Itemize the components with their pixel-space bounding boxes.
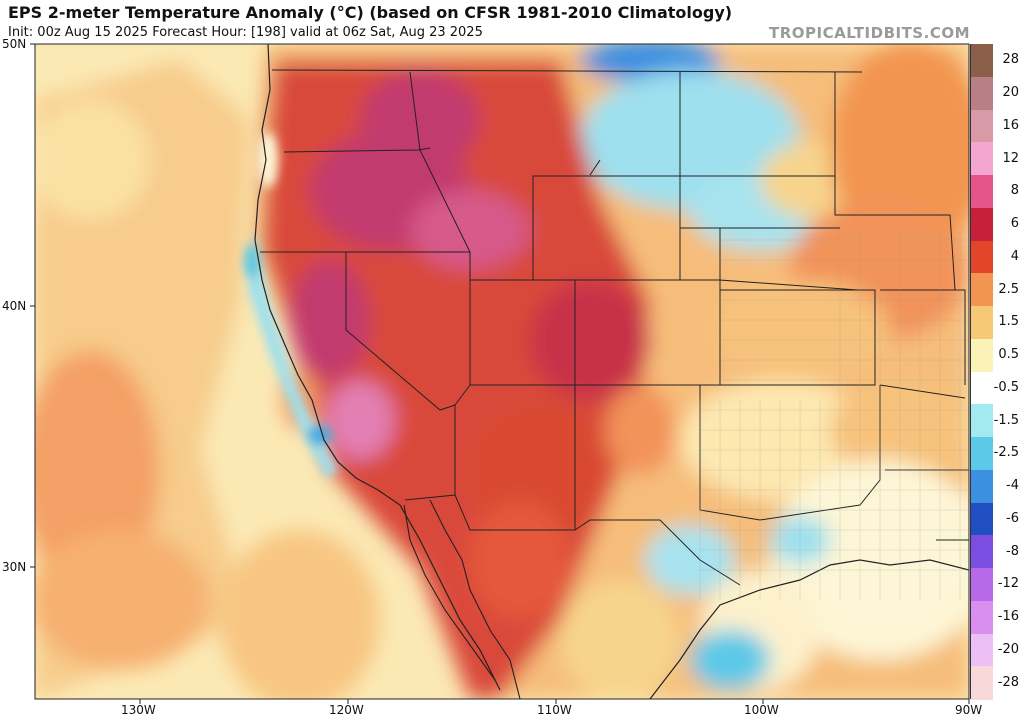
legend-swatch <box>971 502 993 536</box>
legend-swatch <box>971 404 993 438</box>
baja-coastline <box>403 499 521 699</box>
county-grid <box>699 230 969 600</box>
legend-label: 20 <box>1002 85 1019 101</box>
map-title: EPS 2-meter Temperature Anomaly (°C) (ba… <box>8 3 733 22</box>
legend-label: -1.5 <box>993 412 1019 428</box>
lon-label-130w: 130W <box>121 703 156 717</box>
lat-label-40n: 40N <box>2 299 27 313</box>
lon-label-120w: 120W <box>329 703 364 717</box>
legend-swatch <box>971 306 993 340</box>
lon-label-110w: 110W <box>537 703 572 717</box>
legend-label: 28 <box>1002 52 1019 68</box>
legend-label: 2.5 <box>998 281 1019 297</box>
lon-label-100w: 100W <box>744 703 779 717</box>
legend-label: -2.5 <box>993 445 1019 461</box>
legend-swatch <box>971 175 993 209</box>
state-borders <box>260 69 969 586</box>
legend-swatch <box>971 44 993 78</box>
legend-label: -8 <box>1006 543 1019 559</box>
legend-swatch <box>971 469 993 503</box>
legend-swatch <box>971 338 993 372</box>
map-subtitle: Init: 00z Aug 15 2025 Forecast Hour: [19… <box>8 25 483 40</box>
legend-label: 12 <box>1002 150 1019 166</box>
legend-swatch <box>971 437 993 471</box>
legend-swatch <box>971 273 993 307</box>
legend-swatch <box>971 76 993 110</box>
lon-label-90w: 90W <box>955 703 983 717</box>
legend-swatch <box>971 600 993 634</box>
color-scale-legend: 28 20 16 12 8 6 4 2.5 1.5 0.5 -0.5 -1.5 -2.5 -4 -6 -8 -1… <box>970 44 1019 700</box>
legend-label: -20 <box>997 641 1019 657</box>
brand-watermark: TROPICALTIDBITS.COM <box>769 24 970 42</box>
legend-label: 16 <box>1002 117 1019 133</box>
legend-label: -6 <box>1006 510 1019 526</box>
legend-label: -16 <box>997 609 1019 625</box>
legend-swatch <box>971 633 993 667</box>
legend-swatch <box>971 142 993 176</box>
legend-label: -12 <box>997 576 1019 592</box>
pacific-anomaly-field <box>35 60 380 699</box>
axis-ticks <box>30 43 970 704</box>
legend-swatch <box>971 109 993 143</box>
legend-swatch <box>971 207 993 241</box>
legend-label: 8 <box>1010 183 1019 199</box>
legend-swatch <box>971 240 993 274</box>
legend-label: 6 <box>1010 216 1019 232</box>
legend-label: -0.5 <box>993 379 1019 395</box>
legend-label: 1.5 <box>998 314 1019 330</box>
legend-swatch <box>971 535 993 569</box>
legend-label: -4 <box>1006 478 1019 494</box>
pacific-coastline <box>254 44 501 691</box>
map-frame <box>34 43 970 700</box>
lat-label-30n: 30N <box>2 560 27 574</box>
legend-swatch <box>971 568 993 602</box>
legend-label: -28 <box>997 674 1019 690</box>
legend-label: 4 <box>1010 248 1019 264</box>
lat-label-50n: 50N <box>2 37 27 51</box>
legend-swatch <box>971 666 993 700</box>
legend-swatch <box>971 371 993 405</box>
legend-label: 0.5 <box>998 347 1019 363</box>
